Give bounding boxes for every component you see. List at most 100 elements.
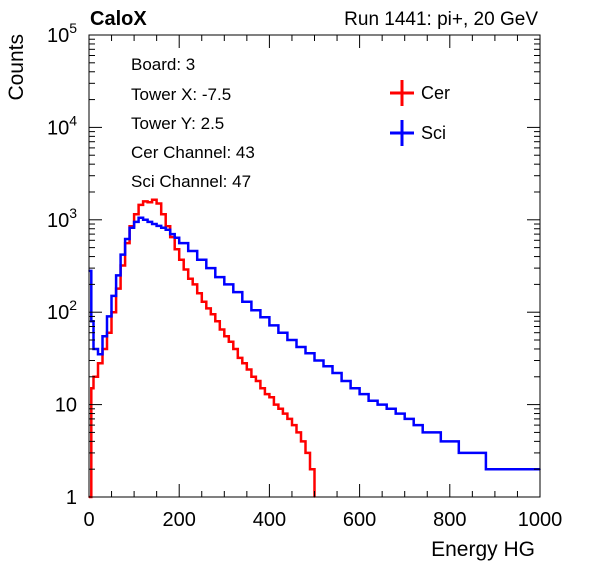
data-point-cer [268,396,271,399]
data-point-cer [291,424,293,426]
data-point-cer [146,201,149,203]
data-point-cer [151,198,153,201]
data-point-cer [277,408,280,410]
data-point-cer [273,403,275,406]
plot-frame [88,34,541,498]
y-tick-label: 104 [47,112,77,139]
x-tick-label: 200 [163,509,196,531]
data-point-sci [142,219,144,221]
data-point-sci [187,250,189,252]
data-point-sci [223,283,226,286]
data-point-cer [137,204,140,206]
data-point-sci [385,408,388,410]
data-point-sci [440,440,442,443]
data-point-sci [394,412,397,415]
data-point-sci [458,452,460,454]
data-point-sci [119,253,122,256]
data-point-sci [146,221,149,223]
data-point-cer [237,357,239,359]
data-point-sci [403,418,406,420]
data-point-sci [173,236,176,239]
data-point-cer [133,213,135,215]
data-point-cer [196,292,198,295]
data-point-sci [322,365,325,368]
info-line-cer-channel: Cer Channel: 43 [131,143,255,162]
data-point-cer [232,348,235,350]
data-point-sci [124,238,126,240]
data-point-cer [264,393,266,395]
data-point-cer [309,468,311,471]
data-point-sci [331,372,334,374]
x-tick-label: 1000 [518,509,563,531]
data-point-sci [376,403,379,406]
data-point-sci [214,276,217,278]
header-left: CaloX [90,8,147,30]
data-point-sci [169,233,171,235]
y-tick-label: 105 [47,20,77,47]
data-point-sci [268,324,271,327]
data-point-cer [160,213,162,215]
data-point-cer [201,300,203,303]
legend: Cer Sci [390,80,450,146]
info-line-sci-channel: Sci Channel: 47 [131,172,251,191]
y-tick-label: 103 [47,205,77,232]
data-point-sci [160,227,162,229]
data-point-sci [367,400,370,402]
y-tick-label: 1 [66,487,77,509]
data-point-sci [340,380,343,382]
header-right: Run 1441: pi+, 20 GeV [344,9,538,30]
data-point-cer [282,412,284,415]
data-point-cer [182,268,185,271]
data-point-sci [133,221,135,223]
data-point-cer [169,236,171,238]
data-point-cer [214,320,217,323]
data-point-cer [228,340,230,343]
data-point-sci [250,309,253,312]
data-point-sci [205,267,208,269]
data-point-cer [219,328,221,331]
x-axis-title: Energy HG [431,538,535,561]
x-tick-label: 0 [83,509,94,531]
data-point-sci [485,468,487,471]
data-point-sci [241,300,244,303]
data-point-cer [241,362,244,365]
data-point-sci [476,452,478,454]
data-point-sci [178,242,180,244]
data-point-sci [196,258,198,261]
data-point-sci [313,359,316,362]
data-point-sci [259,316,262,319]
data-point-cer [255,380,257,382]
data-point-sci [431,431,433,434]
data-point-sci [151,223,153,225]
data-point-cer [286,418,289,420]
data-point-sci [521,468,523,471]
data-point-sci [512,468,514,471]
data-point-sci [164,229,167,231]
data-point-sci [106,315,108,318]
data-point-cer [191,283,194,286]
data-point-cer [223,335,226,338]
data-point-sci [128,227,131,229]
data-point-sci [115,274,117,277]
data-point-sci [137,217,140,219]
info-box: Board: 3 Tower X: -7.5 Tower Y: 2.5 Cer … [131,55,255,191]
data-point-sci [110,295,113,297]
data-point-sci [503,468,505,471]
data-point-cer [97,362,99,365]
x-tick-label: 600 [343,509,376,531]
data-point-sci [421,431,424,434]
data-point-cer [173,248,176,251]
data-point-cer [210,313,212,316]
data-point-sci [295,346,298,348]
series-line-sci [89,216,540,471]
data-point-sci [155,225,158,227]
x-tick-label: 400 [253,509,286,531]
data-point-sci [412,424,415,426]
data-point-cer [295,431,298,434]
info-line-tower-y: Tower Y: 2.5 [131,114,224,133]
legend-label-sci: Sci [421,123,446,143]
data-point-cer [90,387,93,390]
series-line-cer [89,198,316,499]
data-point-cer [178,258,180,261]
